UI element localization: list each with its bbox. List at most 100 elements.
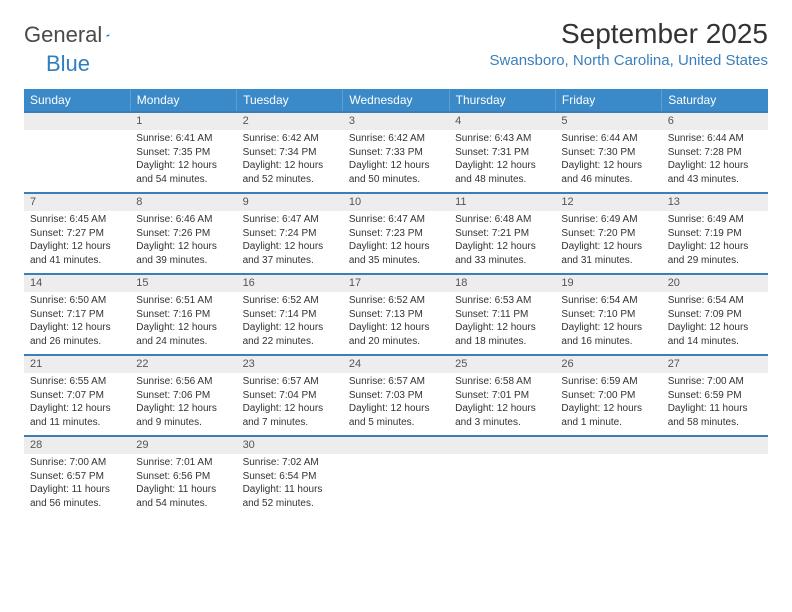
day-sunset: Sunset: 7:35 PM xyxy=(136,146,230,160)
day-dl2: and 24 minutes. xyxy=(136,335,230,349)
day-sunset: Sunset: 7:09 PM xyxy=(668,308,762,322)
day-sunset: Sunset: 7:11 PM xyxy=(455,308,549,322)
logo: General xyxy=(24,22,128,48)
day-dl1: Daylight: 12 hours xyxy=(30,402,124,416)
day-sunrise: Sunrise: 6:41 AM xyxy=(136,132,230,146)
day-sunset: Sunset: 7:13 PM xyxy=(349,308,443,322)
day-dl1: Daylight: 12 hours xyxy=(243,402,337,416)
day-dl2: and 54 minutes. xyxy=(136,497,230,511)
day-detail-cell: Sunrise: 6:42 AMSunset: 7:34 PMDaylight:… xyxy=(237,130,343,193)
day-number-cell xyxy=(343,436,449,454)
day-number-cell: 13 xyxy=(662,193,768,211)
daynum-row: 282930 xyxy=(24,436,768,454)
title-block: September 2025 Swansboro, North Carolina… xyxy=(490,18,768,69)
day-dl2: and 20 minutes. xyxy=(349,335,443,349)
day-dl1: Daylight: 12 hours xyxy=(561,321,655,335)
day-dl1: Daylight: 12 hours xyxy=(136,321,230,335)
day-sunset: Sunset: 7:06 PM xyxy=(136,389,230,403)
day-sunrise: Sunrise: 7:01 AM xyxy=(136,456,230,470)
day-number-cell: 26 xyxy=(555,355,661,373)
day-number-cell: 7 xyxy=(24,193,130,211)
day-detail-cell: Sunrise: 6:49 AMSunset: 7:19 PMDaylight:… xyxy=(662,211,768,274)
detail-row: Sunrise: 6:45 AMSunset: 7:27 PMDaylight:… xyxy=(24,211,768,274)
day-sunset: Sunset: 7:03 PM xyxy=(349,389,443,403)
day-number-cell xyxy=(662,436,768,454)
day-dl2: and 26 minutes. xyxy=(30,335,124,349)
day-detail-cell: Sunrise: 6:51 AMSunset: 7:16 PMDaylight:… xyxy=(130,292,236,355)
day-dl1: Daylight: 12 hours xyxy=(349,402,443,416)
day-dl1: Daylight: 12 hours xyxy=(455,159,549,173)
day-number-cell: 30 xyxy=(237,436,343,454)
day-dl1: Daylight: 11 hours xyxy=(668,402,762,416)
logo-triangle-icon xyxy=(106,27,109,43)
day-sunset: Sunset: 7:10 PM xyxy=(561,308,655,322)
day-sunrise: Sunrise: 6:42 AM xyxy=(349,132,443,146)
day-sunrise: Sunrise: 6:42 AM xyxy=(243,132,337,146)
day-number-cell: 27 xyxy=(662,355,768,373)
day-number-cell: 20 xyxy=(662,274,768,292)
day-number-cell: 9 xyxy=(237,193,343,211)
day-number-cell: 12 xyxy=(555,193,661,211)
day-sunrise: Sunrise: 6:47 AM xyxy=(349,213,443,227)
day-dl2: and 29 minutes. xyxy=(668,254,762,268)
day-detail-cell: Sunrise: 6:50 AMSunset: 7:17 PMDaylight:… xyxy=(24,292,130,355)
day-sunset: Sunset: 7:17 PM xyxy=(30,308,124,322)
day-sunrise: Sunrise: 6:45 AM xyxy=(30,213,124,227)
day-number-cell: 2 xyxy=(237,112,343,130)
day-number-cell: 23 xyxy=(237,355,343,373)
day-number-cell: 11 xyxy=(449,193,555,211)
day-dl1: Daylight: 12 hours xyxy=(30,240,124,254)
day-sunrise: Sunrise: 6:56 AM xyxy=(136,375,230,389)
day-sunrise: Sunrise: 6:49 AM xyxy=(668,213,762,227)
calendar-table: Sunday Monday Tuesday Wednesday Thursday… xyxy=(24,89,768,516)
day-sunset: Sunset: 7:30 PM xyxy=(561,146,655,160)
day-sunrise: Sunrise: 6:43 AM xyxy=(455,132,549,146)
day-dl2: and 18 minutes. xyxy=(455,335,549,349)
day-number-cell xyxy=(449,436,555,454)
day-sunset: Sunset: 6:57 PM xyxy=(30,470,124,484)
day-detail-cell: Sunrise: 6:58 AMSunset: 7:01 PMDaylight:… xyxy=(449,373,555,436)
weekday-sun: Sunday xyxy=(24,89,130,112)
day-sunrise: Sunrise: 6:51 AM xyxy=(136,294,230,308)
day-sunset: Sunset: 7:33 PM xyxy=(349,146,443,160)
day-sunset: Sunset: 6:54 PM xyxy=(243,470,337,484)
day-sunrise: Sunrise: 6:52 AM xyxy=(243,294,337,308)
weekday-thu: Thursday xyxy=(449,89,555,112)
day-detail-cell: Sunrise: 7:02 AMSunset: 6:54 PMDaylight:… xyxy=(237,454,343,516)
day-dl2: and 48 minutes. xyxy=(455,173,549,187)
day-dl1: Daylight: 12 hours xyxy=(561,402,655,416)
day-sunrise: Sunrise: 6:59 AM xyxy=(561,375,655,389)
day-detail-cell: Sunrise: 6:57 AMSunset: 7:03 PMDaylight:… xyxy=(343,373,449,436)
day-dl1: Daylight: 12 hours xyxy=(30,321,124,335)
day-number-cell: 4 xyxy=(449,112,555,130)
day-dl2: and 5 minutes. xyxy=(349,416,443,430)
day-dl2: and 54 minutes. xyxy=(136,173,230,187)
day-dl1: Daylight: 11 hours xyxy=(30,483,124,497)
day-dl1: Daylight: 12 hours xyxy=(349,240,443,254)
day-dl2: and 33 minutes. xyxy=(455,254,549,268)
day-dl1: Daylight: 12 hours xyxy=(455,240,549,254)
day-number-cell: 28 xyxy=(24,436,130,454)
day-dl2: and 37 minutes. xyxy=(243,254,337,268)
day-sunset: Sunset: 7:20 PM xyxy=(561,227,655,241)
day-detail-cell: Sunrise: 6:57 AMSunset: 7:04 PMDaylight:… xyxy=(237,373,343,436)
day-dl2: and 41 minutes. xyxy=(30,254,124,268)
day-dl2: and 1 minute. xyxy=(561,416,655,430)
day-number-cell: 25 xyxy=(449,355,555,373)
day-dl1: Daylight: 12 hours xyxy=(668,240,762,254)
weekday-row: Sunday Monday Tuesday Wednesday Thursday… xyxy=(24,89,768,112)
day-number-cell: 1 xyxy=(130,112,236,130)
day-detail-cell: Sunrise: 6:45 AMSunset: 7:27 PMDaylight:… xyxy=(24,211,130,274)
day-dl1: Daylight: 12 hours xyxy=(136,402,230,416)
day-dl1: Daylight: 12 hours xyxy=(243,240,337,254)
day-detail-cell xyxy=(449,454,555,516)
day-dl2: and 43 minutes. xyxy=(668,173,762,187)
day-sunrise: Sunrise: 6:55 AM xyxy=(30,375,124,389)
day-detail-cell: Sunrise: 6:41 AMSunset: 7:35 PMDaylight:… xyxy=(130,130,236,193)
day-dl2: and 46 minutes. xyxy=(561,173,655,187)
day-detail-cell: Sunrise: 6:48 AMSunset: 7:21 PMDaylight:… xyxy=(449,211,555,274)
day-number-cell: 17 xyxy=(343,274,449,292)
day-detail-cell xyxy=(24,130,130,193)
day-sunset: Sunset: 7:01 PM xyxy=(455,389,549,403)
day-dl1: Daylight: 12 hours xyxy=(561,240,655,254)
